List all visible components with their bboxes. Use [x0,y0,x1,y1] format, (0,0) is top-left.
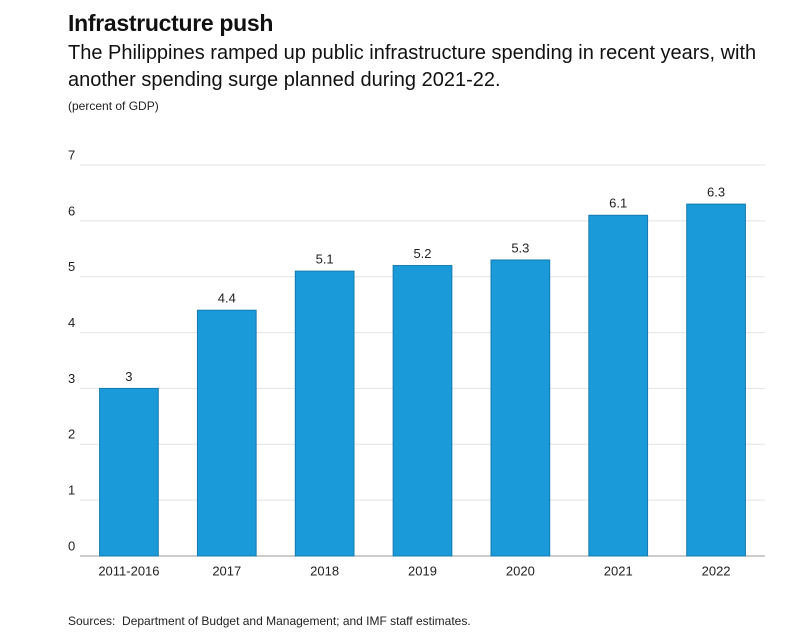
value-label: 5.2 [413,246,431,261]
value-label: 4.4 [218,291,236,306]
x-tick-label: 2021 [604,563,633,578]
x-tick-label: 2018 [310,563,339,578]
value-label: 5.3 [511,240,529,255]
x-tick-label: 2020 [506,563,535,578]
y-tick-label: 5 [68,259,75,274]
bar [686,203,746,557]
chart-subtitle: The Philippines ramped up public infrast… [68,42,757,91]
x-tick-label: 2022 [702,563,731,578]
y-tick-label: 4 [68,315,75,330]
value-label: 3 [125,369,132,384]
y-tick-label: 7 [68,147,75,162]
value-label: 6.3 [707,185,725,200]
bar [392,265,453,557]
y-tick-label: 0 [68,538,75,553]
bar [490,259,551,557]
value-label: 6.1 [609,196,627,211]
x-tick-label: 2017 [212,563,241,578]
y-axis-label: (percent of GDP) [68,99,159,113]
y-tick-label: 2 [68,427,75,442]
x-tick-label: 2011-2016 [98,563,159,578]
bar [99,387,159,557]
chart-title: Infrastructure push [68,10,274,36]
value-label: 5.1 [316,252,334,267]
y-tick-label: 1 [68,483,75,498]
x-tick-label: 2019 [408,563,437,578]
source-note: Sources: Department of Budget and Manage… [68,614,471,628]
y-tick-label: 3 [68,371,75,386]
y-tick-label: 6 [68,203,75,218]
bar [294,270,355,557]
bar [588,214,649,557]
bar [196,309,257,557]
